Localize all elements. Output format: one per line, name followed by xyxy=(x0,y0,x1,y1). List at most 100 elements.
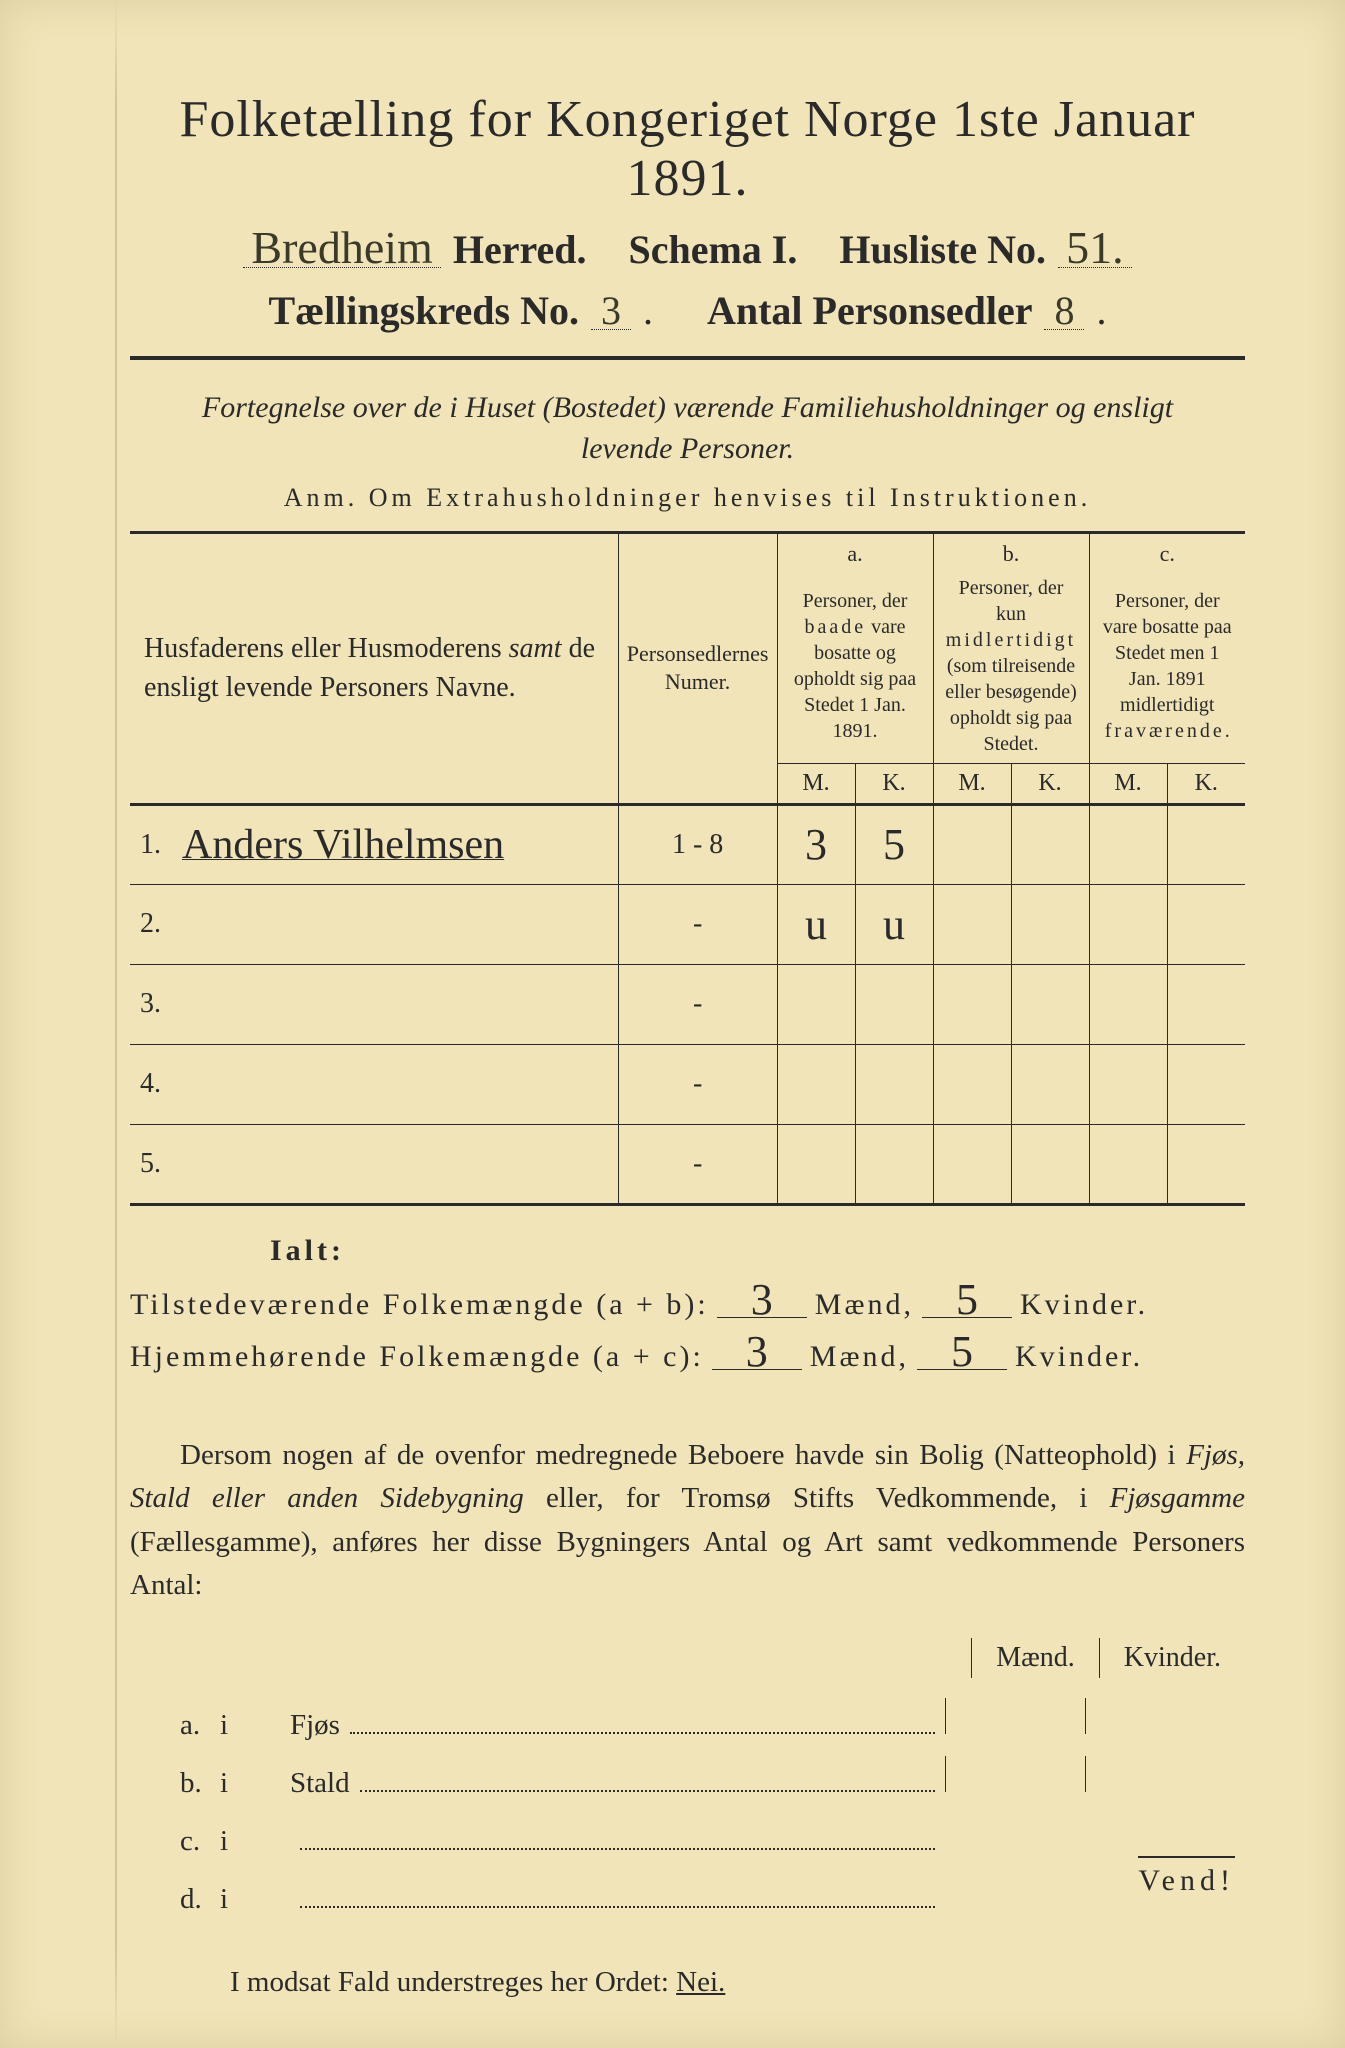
col-b-text: Personer, der kun midlertidigt (som tilr… xyxy=(933,569,1089,764)
col-c-head: c. xyxy=(1089,533,1245,569)
col-b-m: M. xyxy=(933,763,1011,804)
totals-ac-label: Hjemmehørende Folkemængde (a + c): xyxy=(130,1340,704,1374)
header-line-2: Bredheim Herred. Schema I. Husliste No. … xyxy=(130,226,1245,273)
row-ps: - xyxy=(618,884,777,964)
herred-value: Bredheim xyxy=(243,228,440,268)
col-c-m: M. xyxy=(1089,763,1167,804)
building-subtable: Mænd. Kvinder. a. i Fjøs b. i Stald c. i xyxy=(130,1638,1245,1916)
row-bM xyxy=(933,884,1011,964)
subtitle-line1: Fortegnelse over de i Huset (Bostedet) v… xyxy=(202,391,1173,424)
sub-lead: a. xyxy=(130,1709,220,1742)
row-cM xyxy=(1089,884,1167,964)
dots xyxy=(300,1906,935,1908)
anm-note: Anm. Om Extrahusholdninger henvises til … xyxy=(130,483,1245,513)
row-ps: - xyxy=(618,1124,777,1204)
row-cM xyxy=(1089,1124,1167,1204)
col-a-text: Personer, der baade vare bosatte og opho… xyxy=(777,569,933,764)
row-aK xyxy=(855,964,933,1044)
subtitle: Fortegnelse over de i Huset (Bostedet) v… xyxy=(130,388,1245,469)
row-bK xyxy=(1011,1124,1089,1204)
totals-ab-label: Tilstedeværende Folkemængde (a + b): xyxy=(130,1288,709,1322)
col-b-k: K. xyxy=(1011,763,1089,804)
row-bK xyxy=(1011,1044,1089,1124)
row-bM xyxy=(933,964,1011,1044)
row-cM xyxy=(1089,1044,1167,1124)
sub-i: i xyxy=(220,1709,290,1742)
row-aK xyxy=(855,1044,933,1124)
subtable-kvinder: Kvinder. xyxy=(1099,1638,1245,1678)
row-aK xyxy=(855,1124,933,1204)
sub-m xyxy=(945,1872,1085,1908)
dots xyxy=(350,1732,935,1734)
sub-m xyxy=(945,1814,1085,1850)
row-aM: u xyxy=(777,884,855,964)
sub-m xyxy=(945,1698,1085,1734)
row-num: 1. xyxy=(130,804,174,884)
schema-label: Schema I. xyxy=(628,226,797,273)
census-table-body: 1. Anders Vilhelmsen 1 - 8 3 5 2. - u u xyxy=(130,804,1245,1204)
subtable-maend: Mænd. xyxy=(971,1638,1099,1678)
husliste-label: Husliste No. xyxy=(839,226,1046,273)
row-cK xyxy=(1167,1044,1245,1124)
subtable-row: c. i xyxy=(130,1814,1245,1858)
table-row: 2. - u u xyxy=(130,884,1245,964)
row-bK xyxy=(1011,804,1089,884)
row-cK xyxy=(1167,1124,1245,1204)
totals-ac-m: 3 xyxy=(712,1334,802,1370)
row-ps: 1 - 8 xyxy=(618,804,777,884)
col-a-m: M. xyxy=(777,763,855,804)
sub-label: Stald xyxy=(290,1767,350,1800)
header-line-3: Tællingskreds No. 3 . Antal Personsedler… xyxy=(130,287,1245,334)
ialt-label: Ialt: xyxy=(270,1234,1245,1268)
row-name xyxy=(174,964,618,1044)
col-ps-header: Personsedlernes Numer. xyxy=(618,533,777,805)
census-form-page: Folketælling for Kongeriget Norge 1ste J… xyxy=(0,0,1345,2048)
kreds-label: Tællingskreds No. xyxy=(269,287,579,334)
row-num: 5. xyxy=(130,1124,174,1204)
sub-i: i xyxy=(220,1767,290,1800)
table-row: 4. - xyxy=(130,1044,1245,1124)
subtable-head: Mænd. Kvinder. xyxy=(130,1638,1245,1678)
vend-label: Vend! xyxy=(1138,1856,1235,1898)
row-name xyxy=(174,1124,618,1204)
table-row: 5. - xyxy=(130,1124,1245,1204)
row-cK xyxy=(1167,804,1245,884)
row-bM xyxy=(933,804,1011,884)
col-c-k: K. xyxy=(1167,763,1245,804)
sub-lead: b. xyxy=(130,1767,220,1800)
dots xyxy=(300,1848,935,1850)
row-name xyxy=(174,884,618,964)
row-name: Anders Vilhelmsen xyxy=(174,804,618,884)
totals-ab-m: 3 xyxy=(717,1282,807,1318)
totals-block: Ialt: xyxy=(270,1234,1245,1268)
row-cK xyxy=(1167,964,1245,1044)
maend-label: Mænd, xyxy=(810,1340,909,1374)
row-bM xyxy=(933,1124,1011,1204)
row-bK xyxy=(1011,884,1089,964)
row-name xyxy=(174,1044,618,1124)
col-b-head: b. xyxy=(933,533,1089,569)
row-aM xyxy=(777,1124,855,1204)
kreds-value: 3 xyxy=(591,293,631,330)
table-row: 1. Anders Vilhelmsen 1 - 8 3 5 xyxy=(130,804,1245,884)
sub-i: i xyxy=(220,1883,290,1916)
census-table: Husfaderens eller Husmoderens samt de en… xyxy=(130,531,1245,1206)
sub-k xyxy=(1085,1814,1245,1850)
kvinder-label: Kvinder. xyxy=(1015,1340,1143,1374)
row-cM xyxy=(1089,804,1167,884)
husliste-value: 51. xyxy=(1058,228,1132,268)
col-a-head: a. xyxy=(777,533,933,569)
sub-i: i xyxy=(220,1825,290,1858)
row-aM xyxy=(777,964,855,1044)
totals-ab-k: 5 xyxy=(922,1282,1012,1318)
row-num: 2. xyxy=(130,884,174,964)
totals-ac-k: 5 xyxy=(917,1334,1007,1370)
divider xyxy=(130,356,1245,360)
col-a-k: K. xyxy=(855,763,933,804)
table-row: 3. - xyxy=(130,964,1245,1044)
row-num: 3. xyxy=(130,964,174,1044)
main-title: Folketælling for Kongeriget Norge 1ste J… xyxy=(130,90,1245,208)
herred-label: Herred. xyxy=(453,226,587,273)
row-num: 4. xyxy=(130,1044,174,1124)
antal-label: Antal Personsedler xyxy=(707,287,1033,334)
